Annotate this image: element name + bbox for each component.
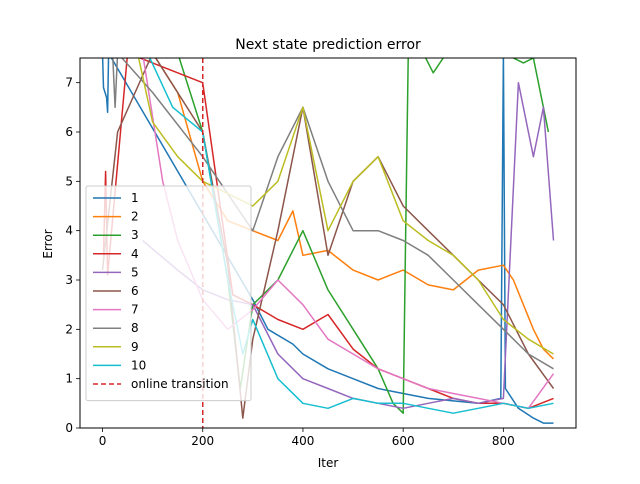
plot-frame — [79, 57, 577, 429]
legend-label: 1 — [131, 191, 139, 205]
legend-label: 10 — [131, 358, 146, 372]
y-tick-label: 5 — [65, 174, 73, 188]
legend: 1 2 3 4 5 6 7 8 9 10 online transition — [85, 185, 252, 402]
legend-label: 6 — [131, 284, 139, 298]
legend-label: 7 — [131, 303, 139, 317]
legend-label: 3 — [131, 228, 139, 242]
legend-label: online transition — [131, 377, 229, 391]
x-tick-label: 400 — [291, 434, 314, 448]
chart-title: Next state prediction error — [235, 37, 421, 53]
x-axis-ticks: 0 200 400 600 800 — [99, 428, 515, 448]
y-tick-label: 7 — [65, 76, 73, 90]
x-tick-label: 600 — [392, 434, 415, 448]
y-axis-ticks: 0 1 2 3 4 5 6 7 — [65, 76, 80, 435]
y-tick-label: 2 — [65, 322, 73, 336]
legend-label: 9 — [131, 340, 139, 354]
y-tick-label: 1 — [65, 372, 73, 386]
legend-label: 2 — [131, 210, 139, 224]
series-line-1 — [101, 58, 554, 424]
y-tick-label: 0 — [65, 421, 73, 435]
y-tick-label: 4 — [65, 224, 73, 238]
legend-box — [85, 185, 252, 402]
x-axis-label: Iter — [318, 456, 339, 470]
y-tick-label: 6 — [65, 125, 73, 139]
x-tick-label: 0 — [99, 434, 107, 448]
x-tick-label: 200 — [191, 434, 214, 448]
series-line-9 — [137, 58, 554, 355]
y-axis-label: Error — [41, 229, 55, 258]
y-tick-label: 3 — [65, 273, 73, 287]
x-tick-label: 800 — [492, 434, 515, 448]
legend-label: 8 — [131, 321, 139, 335]
legend-label: 4 — [131, 247, 139, 261]
legend-label: 5 — [131, 265, 139, 279]
